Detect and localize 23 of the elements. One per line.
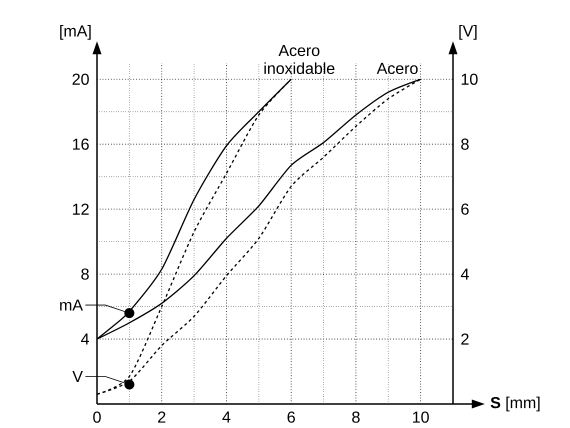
y2-axis-title: [V] — [459, 24, 477, 40]
y-axis-title: [mA] — [60, 24, 91, 40]
y-tick-label: 20 — [72, 74, 89, 85]
x-tick-label: 4 — [222, 412, 230, 422]
x-tick-label: 8 — [352, 412, 360, 423]
x-tick-label: 6 — [288, 412, 295, 423]
annotation: V — [72, 371, 83, 382]
y-tick-label: 8 — [81, 268, 89, 280]
y2-tick-label: 10 — [462, 74, 478, 85]
y2-tick-label: 6 — [461, 204, 469, 215]
x-tick-label: 0 — [93, 412, 101, 423]
x-tick-label: 10 — [412, 412, 429, 423]
y-tick-label: 16 — [72, 138, 89, 150]
series-label: Acero — [376, 62, 418, 74]
y2-tick-label: 2 — [461, 333, 469, 345]
x-axis-title: S [mm] — [490, 396, 540, 412]
y2-tick-label: 8 — [461, 138, 469, 150]
y2-tick-label: 4 — [460, 268, 469, 280]
series-label: Acero inoxidable — [264, 44, 334, 74]
y-tick-label: 4 — [80, 334, 90, 345]
x-tick-label: 2 — [158, 412, 166, 423]
annotation: mA — [60, 300, 83, 311]
y-tick-label: 12 — [72, 204, 89, 215]
